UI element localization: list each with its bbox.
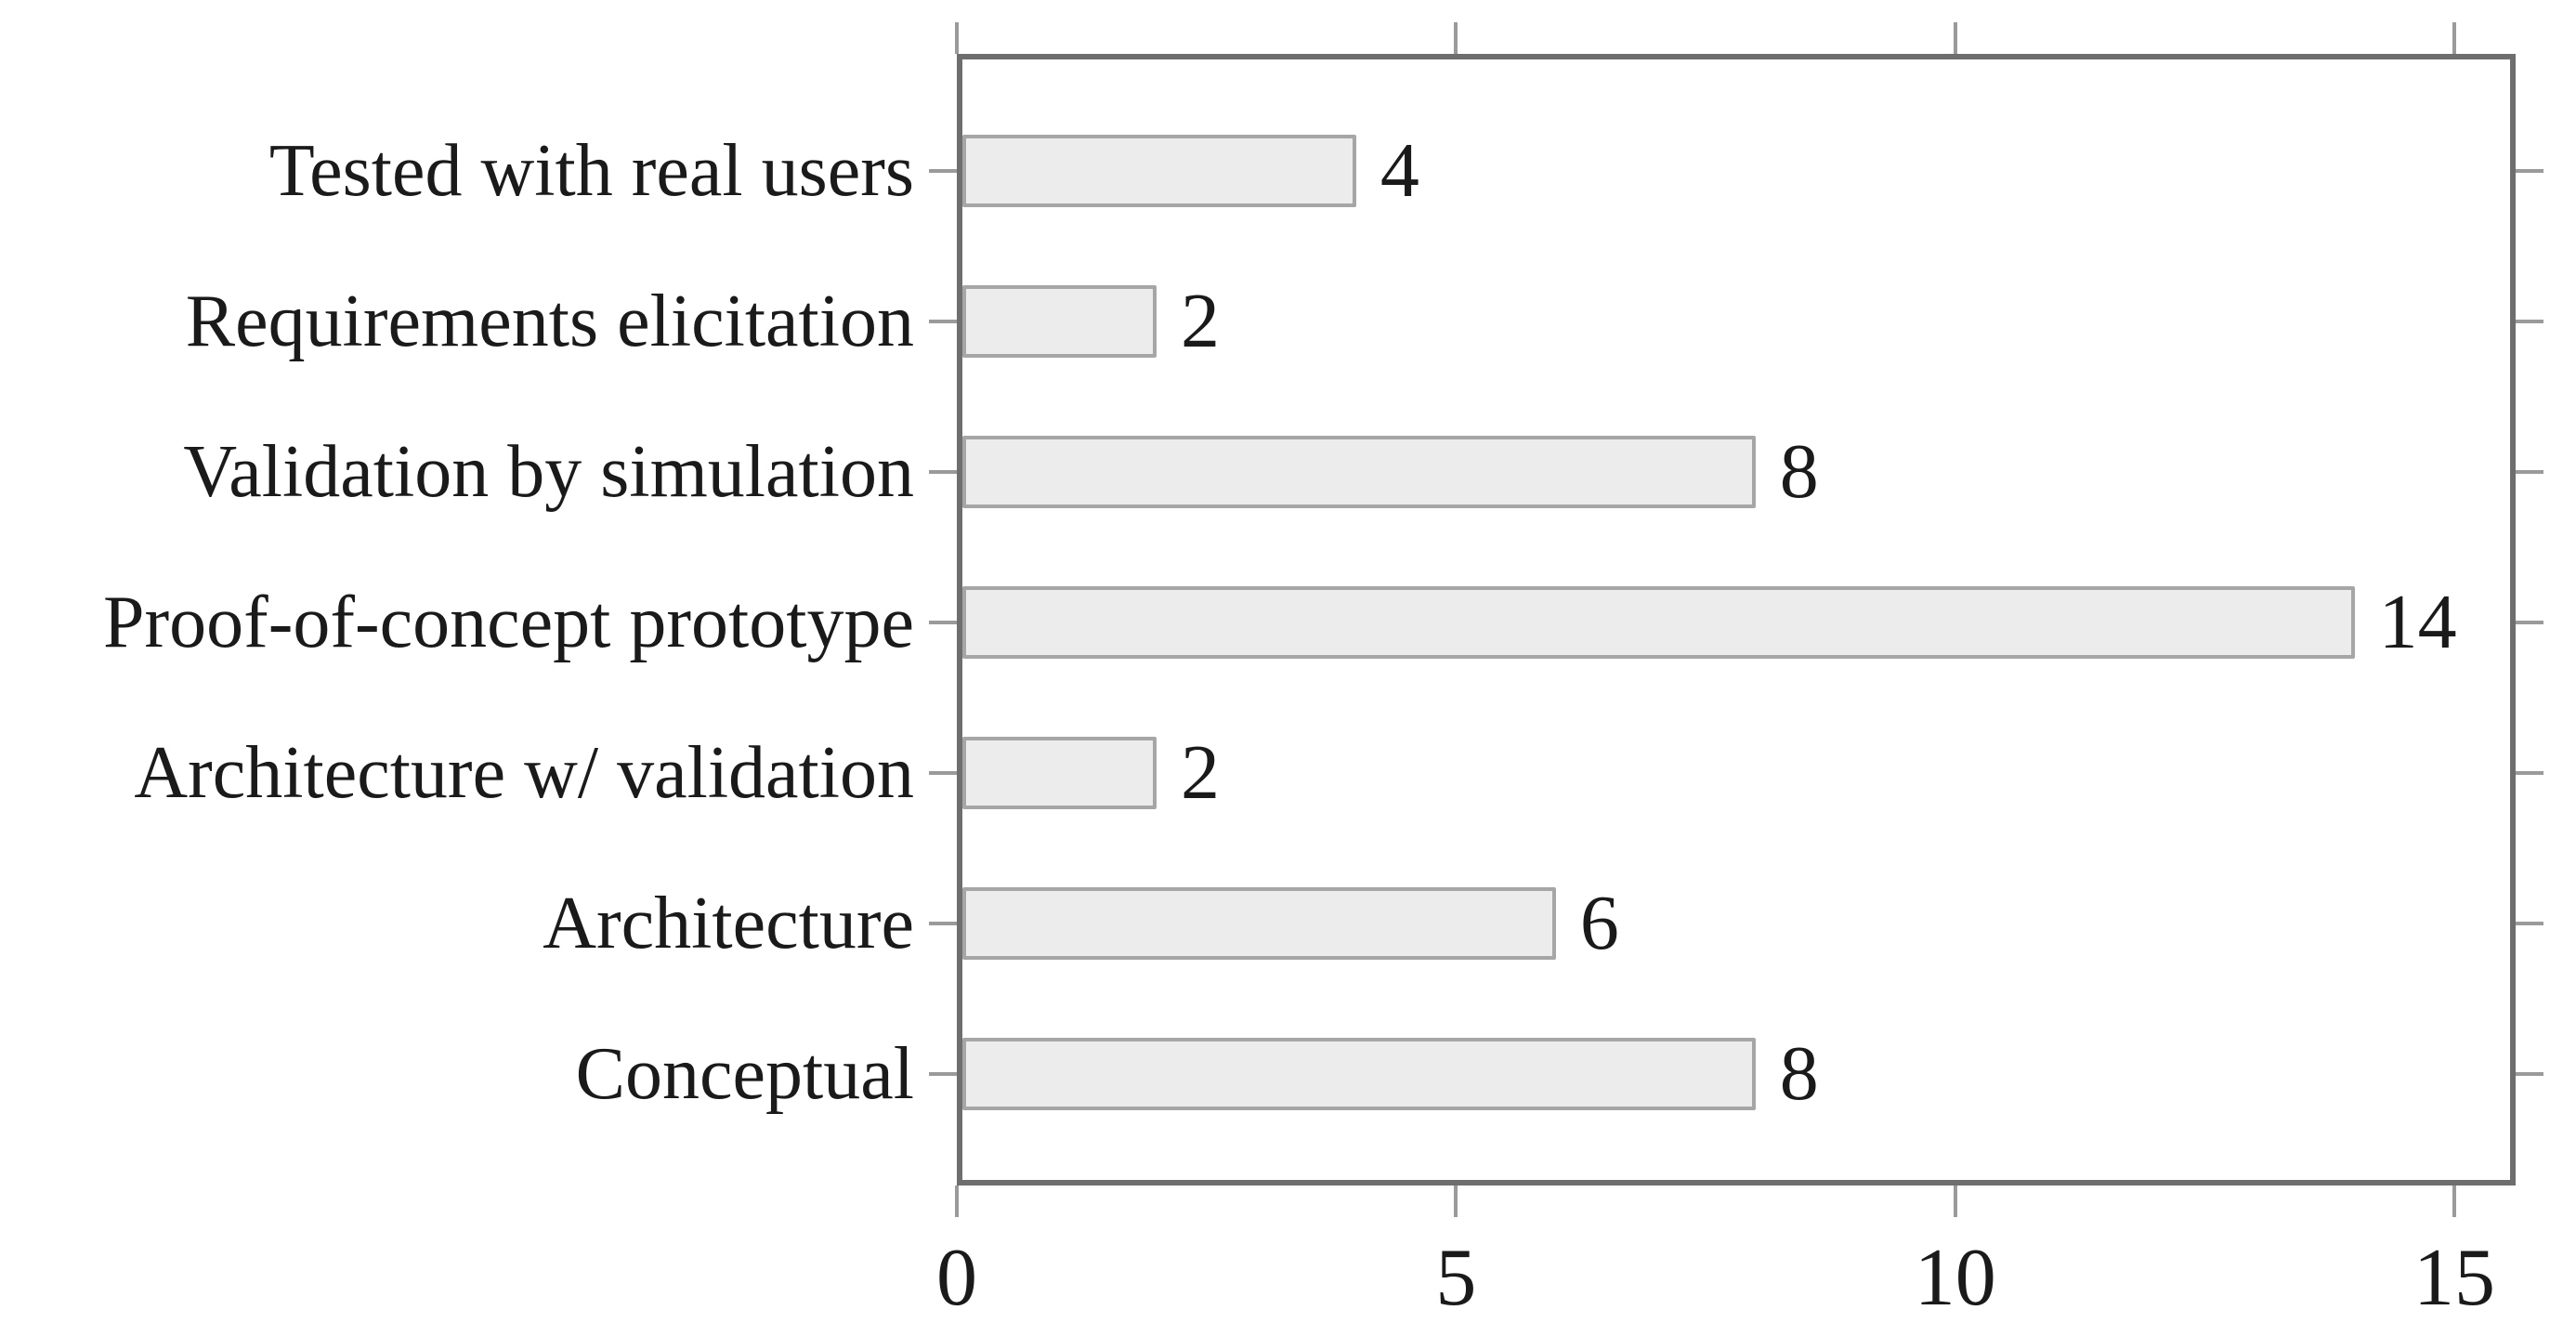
category-tick-right [2516, 169, 2543, 173]
x-axis-tick-label: 0 [936, 1233, 977, 1323]
x-axis-tick-top [1454, 22, 1458, 54]
bar-value-label: 2 [1180, 278, 1220, 364]
x-axis-tick-label: 15 [2413, 1233, 2496, 1323]
x-axis-tick-bottom [2452, 1185, 2457, 1217]
x-axis-tick-bottom [1454, 1185, 1458, 1217]
bar-value-label: 6 [1579, 880, 1619, 966]
category-tick-right [2516, 470, 2543, 474]
x-axis-tick-label: 5 [1435, 1233, 1477, 1323]
bar [962, 737, 1157, 809]
category-label: Proof-of-concept prototype [102, 582, 914, 663]
bar [962, 285, 1157, 358]
x-axis-tick-top [955, 22, 959, 54]
category-tick-left [929, 169, 957, 173]
bar [962, 1038, 1756, 1110]
category-label: Conceptual [575, 1033, 914, 1115]
category-label: Architecture [543, 883, 914, 964]
bar [962, 436, 1756, 508]
bar [962, 887, 1556, 960]
category-label: Validation by simulation [183, 431, 914, 513]
category-label: Architecture w/ validation [134, 732, 914, 814]
category-tick-right [2516, 320, 2543, 323]
x-axis-tick-top [1953, 22, 1957, 54]
category-tick-right [2516, 922, 2543, 925]
bar [962, 586, 2355, 659]
bar [962, 135, 1356, 207]
x-axis-tick-top [2452, 22, 2457, 54]
bar-value-label: 8 [1779, 1030, 1819, 1117]
category-tick-left [929, 922, 957, 925]
bar-value-label: 8 [1779, 428, 1819, 515]
category-tick-left [929, 771, 957, 775]
category-tick-left [929, 320, 957, 323]
category-tick-right [2516, 1072, 2543, 1076]
bar-value-label: 14 [2378, 579, 2457, 665]
bar-value-label: 2 [1180, 729, 1220, 816]
bar-value-label: 4 [1380, 127, 1419, 214]
category-tick-right [2516, 621, 2543, 624]
x-axis-tick-label: 10 [1914, 1233, 1996, 1323]
category-tick-left [929, 621, 957, 624]
category-label: Tested with real users [268, 130, 914, 212]
category-tick-left [929, 470, 957, 474]
category-label: Requirements elicitation [185, 281, 914, 362]
category-tick-right [2516, 771, 2543, 775]
category-tick-left [929, 1072, 957, 1076]
plot-area [957, 54, 2516, 1185]
x-axis-tick-bottom [1953, 1185, 1957, 1217]
x-axis-tick-bottom [955, 1185, 959, 1217]
